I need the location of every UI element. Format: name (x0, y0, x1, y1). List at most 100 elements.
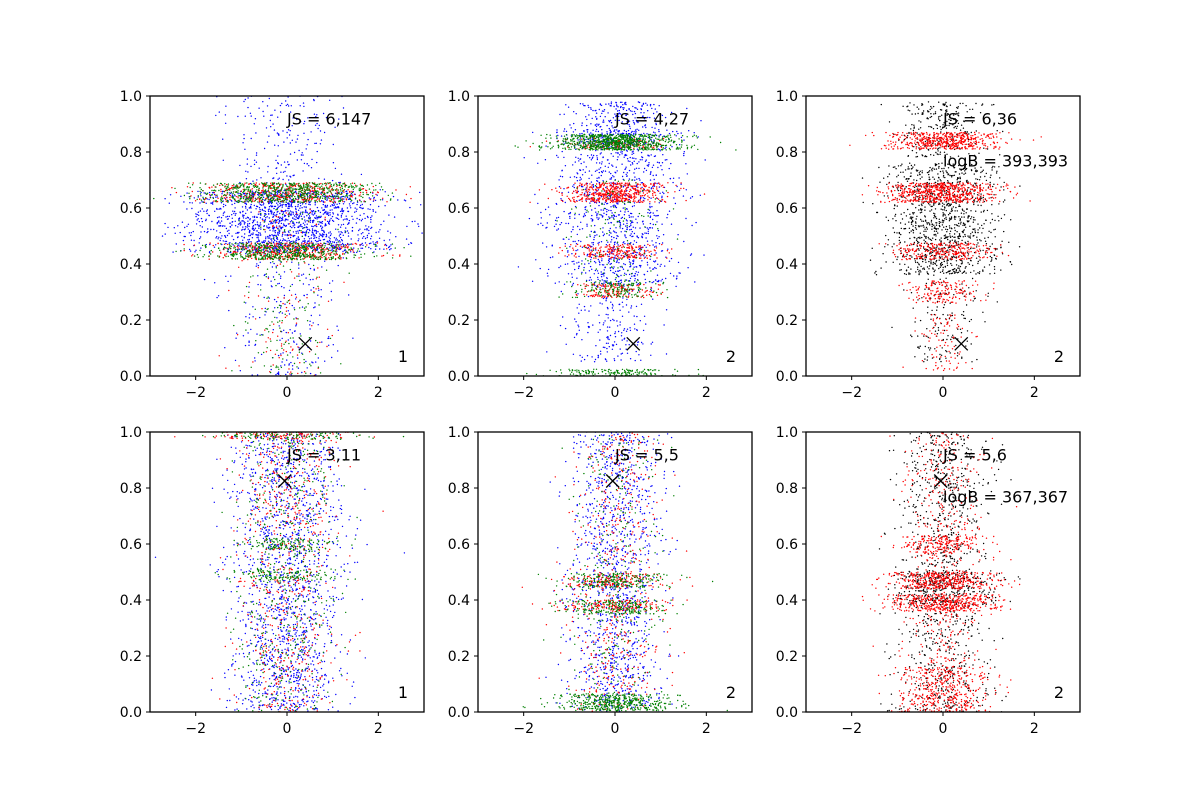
scatter-point-s1 (656, 274, 659, 276)
scatter-point-s1 (634, 129, 637, 131)
scatter-point-s1 (679, 144, 681, 146)
scatter-point-s1 (625, 166, 627, 168)
scatter-point-s1 (557, 156, 559, 158)
scatter-point-s1 (262, 110, 264, 113)
scatter-point-s1 (257, 237, 260, 239)
scatter-point-s1 (615, 227, 617, 229)
scatter-point-s3 (353, 182, 356, 185)
scatter-point-s1 (260, 284, 262, 286)
scatter-point-s1 (300, 154, 303, 156)
scatter-point-s3 (263, 228, 265, 231)
scatter-point-s1 (298, 264, 300, 266)
scatter-point-s1 (657, 237, 659, 240)
scatter-point-s1 (617, 244, 619, 246)
scatter-point-s3 (316, 247, 318, 249)
scatter-point-s3 (318, 304, 320, 306)
scatter-point-s1 (264, 231, 266, 233)
scatter-point-s3 (314, 257, 317, 259)
scatter-point-s3 (310, 194, 312, 196)
scatter-point-s3 (317, 185, 319, 187)
scatter-point-s3 (334, 195, 336, 197)
scatter-point-s1 (210, 202, 212, 204)
scatter-point-s2 (343, 191, 345, 193)
scatter-point-s1 (636, 274, 639, 276)
scatter-point-s3 (337, 244, 339, 246)
scatter-point-s2 (325, 184, 327, 187)
scatter-point-s1 (262, 196, 265, 198)
scatter-point-s3 (292, 194, 294, 196)
scatter-point-s1 (657, 148, 659, 150)
scatter-point-s1 (282, 352, 284, 354)
scatter-point-s3 (244, 200, 246, 202)
scatter-point-s3 (266, 347, 268, 349)
scatter-point-s1 (353, 247, 355, 249)
scatter-point-s3 (230, 253, 233, 256)
scatter-point-s3 (226, 189, 228, 192)
scatter-point-s1 (370, 221, 372, 223)
scatter-point-s1 (659, 265, 661, 267)
scatter-point-s1 (271, 286, 273, 288)
scatter-point-s1 (420, 204, 422, 206)
scatter-point-s3 (304, 198, 306, 200)
scatter-point-s3 (282, 191, 284, 193)
scatter-point-s3 (286, 250, 288, 253)
scatter-point-s3 (321, 248, 323, 251)
scatter-point-s1 (288, 313, 291, 315)
scatter-point-s1 (291, 283, 293, 286)
x-tick-label: −2 (185, 385, 206, 401)
scatter-point-s3 (315, 339, 317, 342)
scatter-point-s3 (290, 251, 292, 254)
scatter-point-s3 (220, 198, 222, 200)
scatter-point-s2 (257, 267, 259, 269)
scatter-point-s1 (610, 153, 612, 155)
scatter-point-s2 (295, 213, 298, 215)
scatter-point-s1 (336, 325, 338, 327)
scatter-point-s3 (329, 249, 331, 252)
scatter-point-s1 (225, 216, 227, 218)
scatter-point-s1 (640, 264, 642, 267)
scatter-point-s1 (300, 211, 302, 213)
scatter-point-s1 (366, 236, 368, 239)
scatter-point-s1 (256, 374, 259, 376)
scatter-point-s1 (316, 161, 318, 164)
scatter-point-s3 (297, 253, 299, 256)
scatter-point-s3 (323, 193, 325, 196)
scatter-point-s2 (225, 253, 228, 255)
scatter-point-s1 (582, 169, 584, 171)
scatter-point-s3 (267, 253, 269, 255)
scatter-point-s3 (229, 189, 231, 191)
x-tick-label: 2 (374, 385, 383, 401)
scatter-point-s3 (203, 198, 205, 201)
scatter-point-s2 (243, 184, 246, 186)
scatter-point-s1 (323, 230, 325, 232)
scatter-point-s2 (323, 189, 325, 192)
scatter-point-s3 (277, 191, 280, 193)
scatter-point-s1 (635, 271, 637, 273)
scatter-point-s1 (228, 232, 230, 235)
scatter-point-s1 (263, 210, 265, 212)
scatter-point-s3 (276, 183, 278, 185)
scatter-point-s1 (218, 220, 220, 222)
scatter-point-s1 (309, 279, 312, 281)
scatter-point-s2 (265, 249, 267, 252)
scatter-point-s1 (655, 174, 657, 176)
scatter-point-s3 (241, 183, 244, 185)
scatter-point-s3 (291, 250, 294, 253)
scatter-point-s2 (289, 186, 291, 188)
scatter-point-s1 (577, 157, 579, 159)
scatter-point-s1 (309, 219, 312, 222)
scatter-point-s1 (309, 217, 311, 219)
scatter-point-s3 (375, 189, 377, 191)
scatter-point-s1 (164, 222, 166, 225)
scatter-point-s3 (275, 189, 277, 191)
scatter-point-s1 (269, 229, 271, 231)
scatter-point-s2 (309, 211, 312, 214)
scatter-point-s1 (288, 239, 290, 242)
scatter-point-s1 (284, 218, 287, 220)
scatter-point-s1 (316, 241, 318, 243)
scatter-point-s1 (191, 207, 193, 210)
scatter-point-s1 (274, 239, 276, 242)
scatter-point-s2 (315, 247, 317, 250)
scatter-point-s1 (638, 161, 640, 163)
scatter-point-s1 (174, 232, 176, 234)
